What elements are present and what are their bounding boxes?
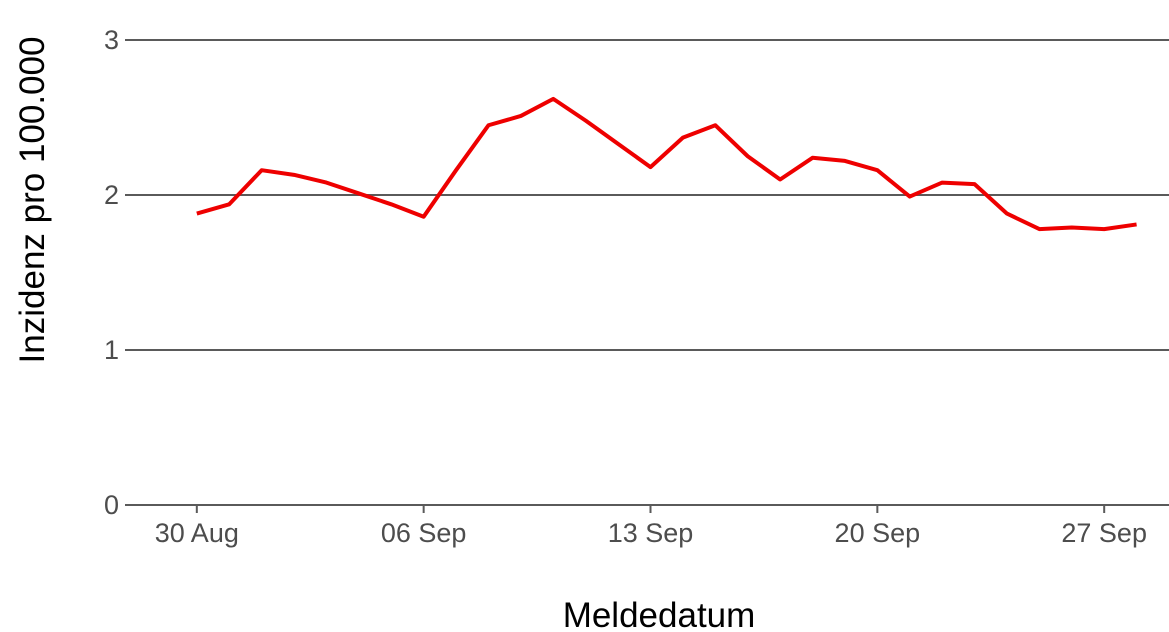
- axis-layer: [125, 39, 1169, 513]
- grid-layer: [132, 39, 1169, 351]
- x-tick-label: 20 Sep: [835, 518, 921, 548]
- y-tick-label: 2: [104, 180, 119, 210]
- label-layer: 0 1 2 3 30 Aug 06 Sep 13 Sep 20 Sep 27 Sep: [104, 25, 1147, 548]
- y-tick-label: 1: [104, 335, 119, 365]
- x-tick-label: 06 Sep: [381, 518, 467, 548]
- x-tick-label: 27 Sep: [1061, 518, 1147, 548]
- x-tick-label: 30 Aug: [155, 518, 239, 548]
- series-line-0: [196, 96, 1137, 232]
- y-axis-title: Inzidenz pro 100.000: [13, 37, 52, 364]
- y-tick-label: 3: [104, 25, 119, 55]
- y-tick-label: 0: [104, 490, 119, 520]
- x-tick-label: 13 Sep: [608, 518, 694, 548]
- x-axis-title: Meldedatum: [563, 596, 756, 632]
- series-layer: [196, 96, 1137, 232]
